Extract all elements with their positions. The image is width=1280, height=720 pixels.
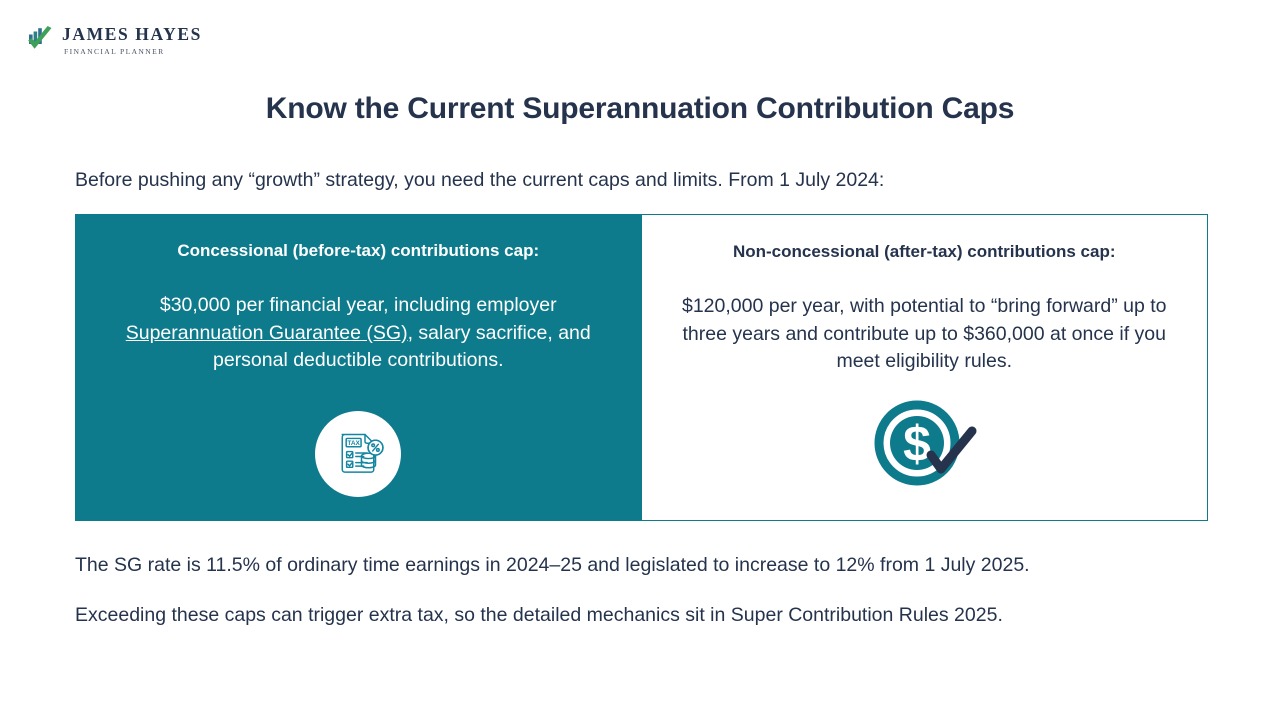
non-concessional-cap-heading: Non-concessional (after-tax) contributio… xyxy=(732,242,1116,261)
concessional-cap-heading: Concessional (before-tax) contributions … xyxy=(177,241,540,260)
non-concessional-cap-body: $120,000 per year, with potential to “br… xyxy=(681,295,1167,373)
tax-document-percent-icon: TAX xyxy=(330,424,386,485)
intro-paragraph: Before pushing any “growth” strategy, yo… xyxy=(75,168,885,191)
concessional-icon-slot: TAX xyxy=(315,411,402,497)
concessional-cap-cell: Concessional (before-tax) contributions … xyxy=(75,214,642,521)
concessional-cap-text-after: , salary sacrifice, and personal deducti… xyxy=(212,321,591,372)
checkmark-bars-logo-icon xyxy=(26,22,60,56)
brand-logo[interactable]: JAMES HAYES FINANCIAL PLANNER xyxy=(26,22,202,60)
page-title: Know the Current Superannuation Contribu… xyxy=(265,92,1015,126)
concessional-cap-text-before: $30,000 per financial year, including em… xyxy=(159,294,557,317)
contribution-caps-table: Concessional (before-tax) contributions … xyxy=(75,214,1208,521)
superannuation-guarantee-link[interactable]: Superannuation Guarantee (SG) xyxy=(125,321,408,344)
sg-rate-note: The SG rate is 11.5% of ordinary time ea… xyxy=(75,553,1030,576)
dollar-coin-check-icon: $ xyxy=(869,395,979,496)
brand-name: JAMES HAYES xyxy=(62,24,202,44)
svg-text:$: $ xyxy=(903,416,931,472)
icon-circle-backdrop: TAX xyxy=(315,411,402,497)
concessional-cap-body: $30,000 per financial year, including em… xyxy=(103,292,613,375)
non-concessional-cap-cell: Non-concessional (after-tax) contributio… xyxy=(641,214,1208,521)
svg-text:TAX: TAX xyxy=(348,440,361,447)
brand-tagline: FINANCIAL PLANNER xyxy=(64,46,165,56)
excess-caps-note: Exceeding these caps can trigger extra t… xyxy=(75,603,1003,626)
non-concessional-icon-slot: $ xyxy=(869,395,979,496)
